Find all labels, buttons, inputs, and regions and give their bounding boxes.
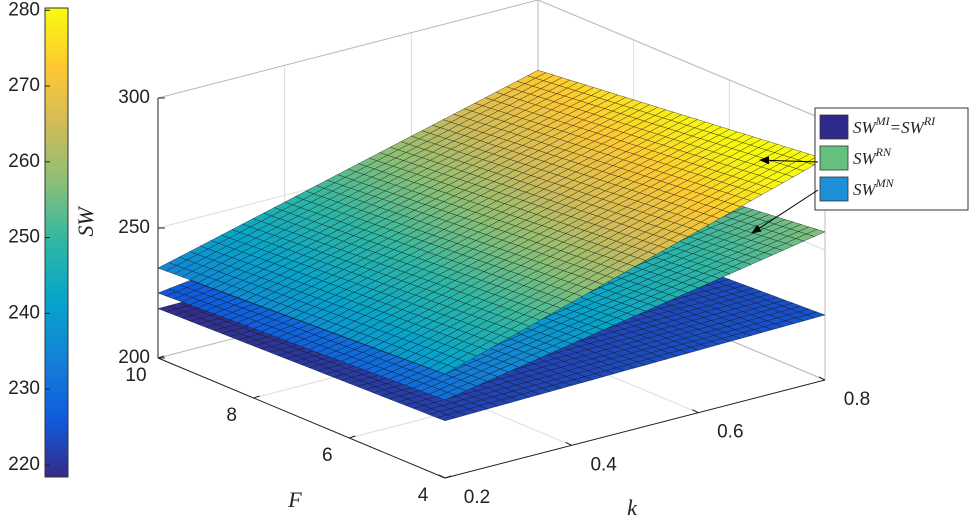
surfaces <box>157 70 826 421</box>
legend-swatch <box>819 145 849 171</box>
colorbar-tick-label: 280 <box>8 0 40 20</box>
legend-swatch <box>819 114 849 140</box>
x-tick <box>818 376 826 381</box>
z-tick-label: 300 <box>118 87 150 108</box>
y-tick <box>157 355 165 359</box>
legend-label-part: RN <box>875 145 892 159</box>
y-tick <box>253 395 260 399</box>
legend-label-part: =SW <box>890 118 926 137</box>
surface-cell <box>253 235 477 339</box>
x-tick-label: 0.2 <box>464 487 490 508</box>
legend-label-part: RI <box>923 114 936 128</box>
y-axis <box>157 357 446 479</box>
y-tick-label: 10 <box>125 365 146 386</box>
colorbar-tick-label: 240 <box>8 302 40 323</box>
y-axis-label: F <box>287 487 302 512</box>
legend-swatch <box>819 176 849 202</box>
colorbar-tick-label: 230 <box>8 378 40 399</box>
x-tick <box>565 441 572 446</box>
surface-cell <box>284 135 508 236</box>
colorbar-tick-label: 270 <box>8 75 40 96</box>
arrow <box>751 189 819 234</box>
colorbar <box>44 7 69 478</box>
surface-cell <box>157 201 381 304</box>
arrow <box>759 156 819 165</box>
surface-cell <box>475 199 699 303</box>
y-tick <box>444 475 452 479</box>
legend-label: SWMI=SWRI <box>853 114 936 137</box>
x-tick-label: 0.8 <box>844 389 870 410</box>
legend-label: SWRN <box>853 145 892 168</box>
surface-patch <box>436 414 457 421</box>
colorbar-axis: 220 230 240 250 260 270 280 <box>8 0 50 475</box>
x-tick <box>438 474 446 479</box>
surface-cell <box>379 167 604 269</box>
y-tick-label: 6 <box>322 445 333 466</box>
surface-patch <box>436 364 457 375</box>
legend-label-part: SW <box>853 180 878 199</box>
surface-cell <box>348 268 573 375</box>
x-tick-label: 0.6 <box>717 422 743 443</box>
legend-label-part: SW <box>853 118 878 137</box>
y-tick-label: 8 <box>226 405 237 426</box>
legend-label-part: MN <box>875 176 895 190</box>
surface-patch <box>436 392 457 401</box>
z-tick-label: 200 <box>118 347 150 368</box>
y-tick <box>349 435 356 439</box>
surface-cell <box>506 99 730 200</box>
legend-label-part: SW <box>853 149 878 168</box>
axes: 200 250 300 4 6 8 10 0.2 0.4 0.6 0.8 <box>118 87 870 508</box>
box-edge <box>157 0 539 99</box>
legend-label: SWMN <box>853 176 895 199</box>
box-edge <box>537 0 826 121</box>
colorbar-tick-label: 250 <box>8 227 40 248</box>
x-tick-label: 0.4 <box>590 454 617 475</box>
colorbar-tick-label: 220 <box>8 454 40 475</box>
surface-cell <box>602 129 826 231</box>
z-tick-label: 250 <box>118 217 150 238</box>
legend-label-part: MI <box>875 114 891 128</box>
z-axis-label: SW <box>73 206 98 237</box>
surface-cell <box>602 279 826 351</box>
x-tick <box>692 409 699 414</box>
x-axis <box>444 379 826 479</box>
y-tick-label: 4 <box>418 485 429 506</box>
x-axis-label: k <box>627 495 638 520</box>
colorbar-tick-label: 260 <box>8 151 40 172</box>
surface-cell <box>410 70 635 168</box>
